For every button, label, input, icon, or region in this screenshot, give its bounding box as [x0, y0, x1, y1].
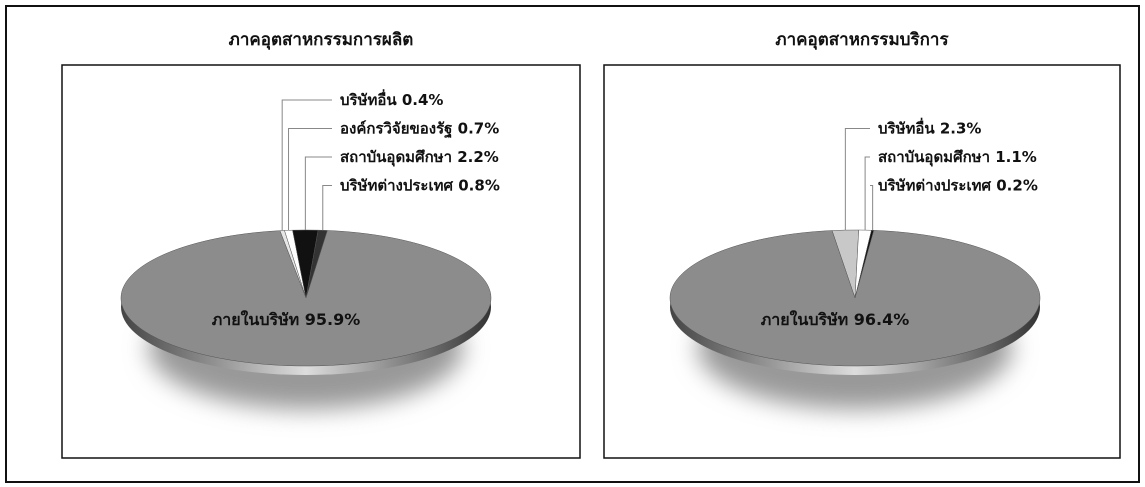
value-label: 0.7%	[458, 119, 500, 137]
slice-label: ภายในบริษัท 96.4%	[761, 310, 910, 329]
category-label: องค์กรวิจัยของรัฐ	[340, 119, 452, 138]
leader-line	[844, 128, 870, 231]
slice-label: บริษัทต่างประเทศ 0.8%	[340, 176, 500, 194]
slice-label: บริษัทต่างประเทศ 0.2%	[878, 176, 1038, 194]
panel-frame	[603, 64, 1121, 459]
chart-title: ภาคอุตสาหกรรมการผลิต	[229, 30, 414, 50]
slice-label: บริษัทอื่น 2.3%	[878, 117, 981, 137]
slice-label: องค์กรวิจัยของรัฐ 0.7%	[340, 119, 499, 138]
category-label: สถาบันอุดมศึกษา	[340, 148, 452, 167]
slice-label: สถาบันอุดมศึกษา 2.2%	[340, 148, 499, 167]
slice-label: บริษัทอื่น 0.4%	[340, 89, 443, 109]
pie-slice	[120, 230, 492, 367]
value-label: 95.9%	[305, 310, 361, 329]
value-label: 96.4%	[854, 310, 910, 329]
leader-line	[864, 156, 870, 231]
pie-slice	[669, 230, 1041, 367]
leader-line	[281, 99, 332, 231]
slice-label: สถาบันอุดมศึกษา 1.1%	[878, 148, 1037, 167]
category-label: บริษัทต่างประเทศ	[340, 176, 453, 194]
value-label: 2.2%	[457, 148, 499, 166]
slice-label: ภายในบริษัท 95.9%	[212, 310, 361, 329]
value-label: 0.2%	[996, 176, 1038, 194]
outer-frame	[5, 5, 1140, 483]
chart-title: ภาคอุตสาหกรรมบริการ	[775, 30, 949, 50]
category-label: ภายในบริษัท	[761, 310, 849, 329]
value-label: 1.1%	[995, 148, 1037, 166]
leader-line	[304, 156, 332, 231]
category-label: สถาบันอุดมศึกษา	[878, 148, 990, 167]
value-label: 2.3%	[940, 119, 982, 137]
category-label: บริษัทอื่น	[340, 89, 397, 109]
category-label: บริษัทต่างประเทศ	[878, 176, 991, 194]
leader-line	[288, 128, 332, 231]
value-label: 0.8%	[458, 176, 500, 194]
panel-frame	[61, 64, 581, 459]
leader-line	[322, 185, 332, 231]
category-label: บริษัทอื่น	[878, 117, 935, 137]
category-label: ภายในบริษัท	[212, 310, 300, 329]
leader-line	[870, 185, 874, 231]
value-label: 0.4%	[402, 91, 444, 109]
